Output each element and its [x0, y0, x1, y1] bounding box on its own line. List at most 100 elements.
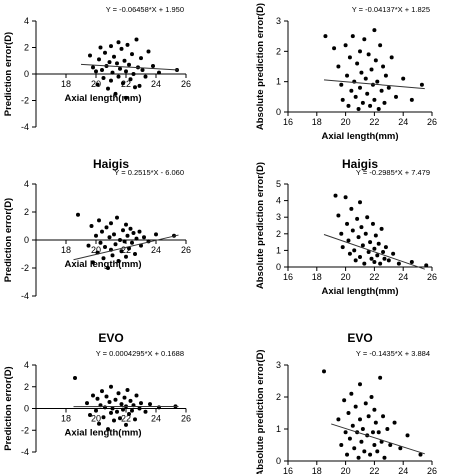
y-tick-label: -4 [21, 291, 29, 301]
x-tick-label: 22 [369, 272, 379, 282]
scatter-point [100, 68, 104, 73]
scatter-point [91, 393, 95, 398]
scatter-point [336, 417, 341, 422]
scatter-point [116, 74, 121, 79]
scatter-point [376, 106, 381, 111]
y-tick-label: 0 [276, 107, 281, 117]
scatter-point [360, 243, 365, 248]
scatter-point [378, 375, 383, 380]
regression-equation: Y = -0.06458*X + 1.950 [106, 5, 184, 14]
scatter-point [94, 69, 98, 74]
scatter-point [119, 402, 124, 407]
scatter-point [347, 436, 352, 441]
scatter-point [352, 446, 357, 451]
scatter-point [379, 88, 384, 93]
scatter-point [409, 97, 414, 102]
x-tick-label: 22 [121, 79, 131, 89]
scatter-point [100, 389, 104, 394]
y-tick-label: -2 [21, 96, 29, 106]
scatter-point [322, 369, 326, 374]
scatter-point [137, 83, 142, 88]
scatter-point [113, 242, 118, 247]
scatter-point [107, 399, 112, 404]
scatter-point [379, 226, 384, 231]
scatter-point [97, 57, 101, 62]
y-tick-label: 3 [276, 16, 281, 26]
scatter-point [350, 423, 355, 428]
scatter-point [118, 238, 122, 242]
regression-line [331, 423, 425, 455]
scatter-point [88, 53, 92, 58]
scatter-point [86, 243, 91, 248]
scatter-point [128, 398, 133, 403]
scatter-point [107, 235, 112, 240]
scatter-point [372, 443, 377, 447]
scatter-point [125, 42, 130, 47]
x-tick-label: 20 [91, 245, 101, 255]
scatter-point [340, 245, 345, 250]
scatter-point [349, 206, 354, 211]
y-tick-label: 1 [276, 245, 281, 255]
scatter-point [401, 76, 406, 81]
scatter-point [157, 70, 161, 75]
scatter-point [139, 401, 143, 406]
y-tick-label: 2 [24, 382, 29, 392]
y-tick-label: 0 [276, 456, 281, 466]
y-tick-label: 4 [24, 179, 29, 189]
x-tick-label: 24 [398, 272, 408, 282]
x-tick-label: 26 [427, 272, 437, 282]
y-axis-label: Absolute prediction error(D) [255, 349, 266, 474]
scatter-point [394, 94, 398, 99]
scatter-point [332, 46, 337, 51]
y-tick-label: 3 [276, 212, 281, 222]
scatter-point [112, 54, 116, 59]
scatter-point [94, 233, 98, 238]
scatter-point [131, 231, 136, 235]
scatter-point [339, 82, 344, 87]
scatter-point [358, 85, 362, 90]
y-tick-label: 0 [24, 404, 29, 414]
scatter-point [373, 420, 378, 425]
scatter-point [355, 61, 360, 66]
scatter-point [115, 215, 119, 220]
y-axis-label: Prediction error(D) [3, 198, 14, 282]
scatter-point [369, 256, 374, 261]
scatter-point [104, 394, 109, 399]
scatter-point [363, 401, 368, 406]
scatter-point [85, 401, 89, 406]
scatter-point [359, 439, 364, 444]
scatter-point [381, 414, 386, 419]
scatter-point [128, 226, 133, 231]
x-tick-label: 18 [312, 272, 322, 282]
scatter-point [134, 236, 139, 241]
scatter-point [106, 86, 110, 91]
scatter-point [385, 427, 390, 431]
scatter-point [121, 228, 125, 233]
scatter-point [139, 56, 143, 61]
scatter-point [345, 452, 350, 457]
scatter-point [122, 395, 127, 400]
x-tick-label: 22 [369, 466, 379, 474]
regression-equation: Y = -0.04137*X + 1.825 [352, 5, 430, 14]
scatter-point [109, 410, 113, 415]
regression-equation: Y = 0.0004295*X + 0.1688 [96, 349, 184, 358]
scatter-point [124, 222, 128, 227]
scatter-point [122, 239, 127, 244]
scatter-point [363, 76, 368, 81]
scatter-point [142, 235, 146, 240]
x-tick-label: 24 [398, 466, 408, 474]
scatter-point [368, 240, 373, 245]
scatter-point [356, 455, 361, 460]
y-tick-label: 4 [24, 360, 29, 370]
scatter-point [375, 449, 380, 454]
scatter-point [101, 256, 106, 261]
scatter-point [130, 408, 134, 413]
scatter-point [388, 443, 393, 447]
scatter-point [125, 388, 130, 393]
scatter-point [101, 75, 106, 80]
scatter-point [100, 229, 104, 234]
x-tick-label: 26 [181, 245, 191, 255]
scatter-point [130, 240, 134, 245]
